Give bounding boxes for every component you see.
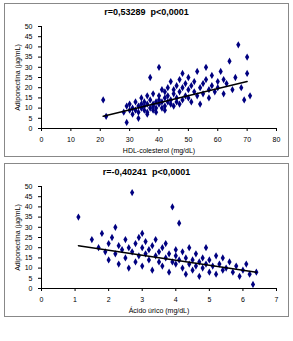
svg-text:0: 0 [40,296,44,303]
svg-text:1: 1 [73,296,77,303]
svg-text:20: 20 [96,136,104,143]
svg-text:15: 15 [25,94,33,101]
svg-text:40: 40 [25,203,33,210]
svg-text:Adiponectina (µg/mL): Adiponectina (µg/mL) [14,44,22,111]
svg-text:45: 45 [25,193,33,200]
svg-text:30: 30 [25,64,33,71]
svg-text:40: 40 [25,43,33,50]
svg-text:20: 20 [25,84,33,91]
svg-text:5: 5 [207,296,211,303]
svg-text:2: 2 [107,296,111,303]
svg-text:Adiponectina (µg/mL): Adiponectina (µg/mL) [14,204,22,271]
svg-text:45: 45 [25,33,33,40]
svg-text:30: 30 [25,224,33,231]
svg-text:7: 7 [275,296,279,303]
svg-text:25: 25 [25,234,33,241]
svg-text:30: 30 [126,136,134,143]
svg-text:5: 5 [29,275,33,282]
svg-text:6: 6 [241,296,245,303]
svg-text:25: 25 [25,74,33,81]
svg-text:0: 0 [29,125,33,132]
svg-text:0: 0 [40,136,44,143]
svg-text:10: 10 [25,104,33,111]
svg-text:50: 50 [25,183,33,190]
svg-text:40: 40 [155,136,163,143]
html-text:r=0,53289 p<0,0001: r=0,53289 p<0,0001 [104,7,189,17]
html-text:r=-0,40241 p<0,0001: r=-0,40241 p<0,0001 [102,167,191,177]
svg-text:10: 10 [25,264,33,271]
svg-text:50: 50 [184,136,192,143]
svg-text:70: 70 [243,136,251,143]
svg-text:80: 80 [273,136,281,143]
svg-text:5: 5 [29,115,33,122]
svg-text:HDL-colesterol (mg/dL): HDL-colesterol (mg/dL) [123,147,195,155]
svg-text:35: 35 [25,213,33,220]
svg-text:60: 60 [214,136,222,143]
svg-text:4: 4 [174,296,178,303]
svg-text:20: 20 [25,244,33,251]
svg-text:Ácido úrico (mg/dL): Ácido úrico (mg/dL) [129,306,190,315]
svg-text:15: 15 [25,254,33,261]
svg-text:0: 0 [29,285,33,292]
svg-text:3: 3 [140,296,144,303]
svg-text:50: 50 [25,23,33,30]
svg-text:35: 35 [25,53,33,60]
svg-text:10: 10 [67,136,75,143]
